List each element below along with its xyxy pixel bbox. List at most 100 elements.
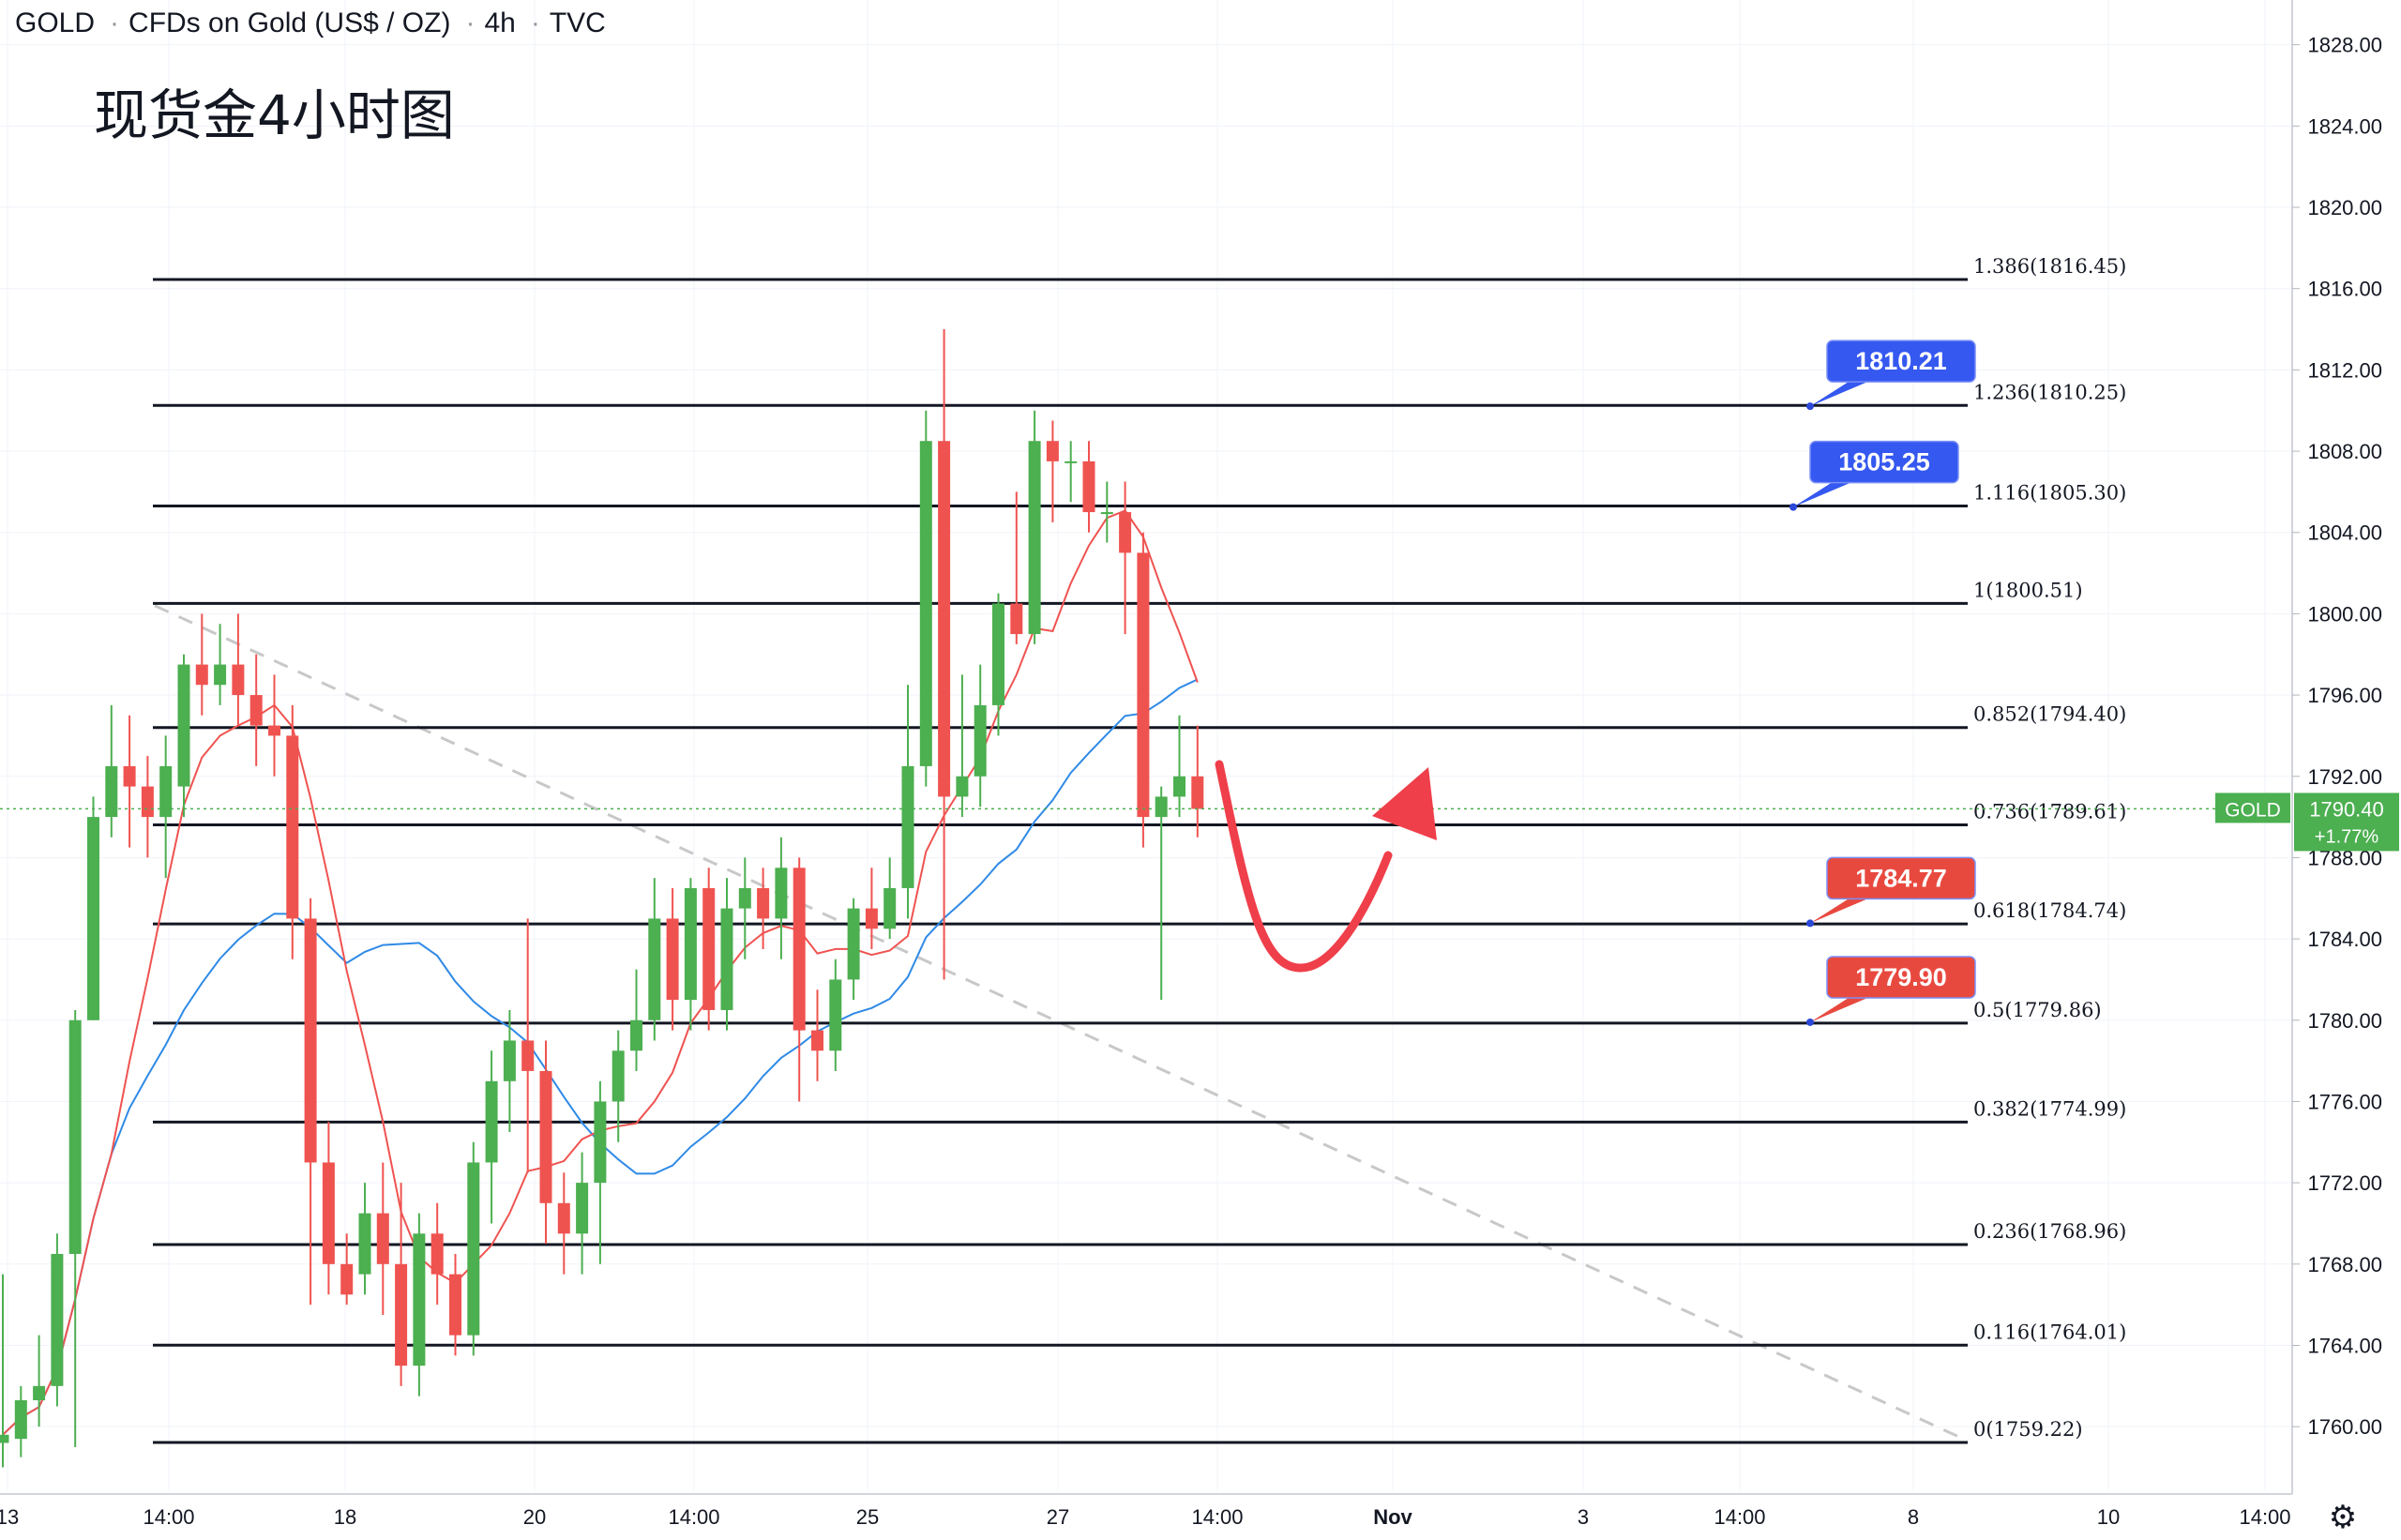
candle-body bbox=[865, 908, 878, 929]
candle bbox=[105, 704, 118, 838]
fib-retracement: 1.386(1816.45) 1.236(1810.25) 1.116(1805.3… bbox=[153, 255, 2126, 1444]
header-separator: · bbox=[465, 8, 476, 38]
callout-anchor bbox=[1789, 503, 1797, 511]
symbol-badge-label: GOLD bbox=[2225, 799, 2281, 821]
candle bbox=[612, 1030, 625, 1142]
candle-body bbox=[793, 868, 806, 1031]
candle bbox=[1137, 532, 1150, 848]
callout-anchor bbox=[1806, 1018, 1814, 1026]
candle bbox=[1046, 420, 1059, 522]
candle bbox=[919, 410, 932, 787]
moving-average-slow bbox=[2, 678, 1199, 1436]
candle-body bbox=[395, 1263, 408, 1366]
callout-pointer bbox=[1810, 995, 1872, 1022]
candle-body bbox=[666, 918, 679, 1001]
candle-body bbox=[340, 1263, 354, 1295]
candle-body bbox=[304, 918, 317, 1163]
candle bbox=[630, 969, 642, 1071]
price-tick-label: 1800.00 bbox=[2307, 602, 2382, 626]
candle bbox=[775, 837, 788, 959]
price-tick-label: 1812.00 bbox=[2307, 358, 2382, 382]
candle-body bbox=[992, 603, 1004, 705]
candle bbox=[594, 1080, 607, 1264]
candle-body bbox=[738, 887, 751, 909]
candle-body bbox=[901, 765, 914, 888]
time-axis: 13 14:00 18 20 14:00 25 27 14:00 Nov 3 14:00 8 10 14:… bbox=[0, 1493, 2292, 1529]
candle-body bbox=[159, 765, 173, 818]
candle-body bbox=[521, 1040, 535, 1071]
candle bbox=[449, 1253, 461, 1356]
price-tick-label: 1792.00 bbox=[2307, 765, 2382, 789]
grid-layer bbox=[0, 0, 2292, 1491]
candle bbox=[1028, 410, 1041, 644]
candle-body bbox=[775, 868, 788, 919]
candle bbox=[14, 1385, 27, 1457]
candle bbox=[467, 1141, 480, 1356]
time-tick-label: 3 bbox=[1578, 1505, 1589, 1529]
candle-body bbox=[702, 887, 716, 1010]
candle-body bbox=[576, 1183, 589, 1234]
candle-body bbox=[919, 441, 932, 766]
candle bbox=[413, 1213, 426, 1397]
candle-body bbox=[0, 1434, 9, 1443]
candle-body bbox=[33, 1385, 46, 1400]
callout-pointer bbox=[1793, 480, 1855, 507]
candle-body bbox=[1173, 776, 1185, 797]
price-tick-label: 1764.00 bbox=[2307, 1334, 2382, 1357]
candle bbox=[1119, 481, 1132, 635]
gear-icon[interactable]: ⚙ bbox=[2328, 1499, 2358, 1536]
candle bbox=[358, 1183, 371, 1295]
last-price-value: 1790.40 bbox=[2309, 797, 2384, 821]
candle bbox=[738, 857, 751, 959]
candle-body bbox=[123, 765, 136, 787]
candle-body bbox=[1028, 441, 1041, 635]
candle bbox=[1065, 441, 1078, 503]
symbol-name[interactable]: GOLD bbox=[15, 8, 96, 38]
candle bbox=[123, 715, 136, 848]
candle bbox=[992, 593, 1004, 736]
candle-body bbox=[286, 735, 299, 919]
candles-layer bbox=[0, 329, 1204, 1468]
candle-body bbox=[105, 765, 118, 818]
time-tick-label: 14:00 bbox=[1714, 1505, 1765, 1529]
price-tick-label: 1824.00 bbox=[2307, 114, 2382, 138]
callout-box bbox=[1809, 440, 1959, 484]
header-separator: · bbox=[530, 8, 540, 38]
candle-body bbox=[684, 887, 697, 1001]
candle-body bbox=[811, 1030, 823, 1051]
candle bbox=[829, 959, 842, 1071]
callout-price: 1805.25 bbox=[1838, 448, 1930, 476]
time-tick-label: 20 bbox=[523, 1505, 546, 1529]
annotation-title: 现货金4小时图 bbox=[94, 83, 455, 147]
candle-body bbox=[322, 1162, 335, 1264]
candle-body bbox=[539, 1070, 552, 1203]
fib-level-label: 1.236(1810.25) bbox=[1973, 381, 2126, 403]
candle bbox=[141, 756, 154, 858]
candle bbox=[1155, 786, 1168, 1001]
time-tick-label: 8 bbox=[1908, 1505, 1919, 1529]
candle bbox=[304, 898, 317, 1306]
candle-body bbox=[720, 908, 733, 1010]
candle bbox=[485, 1050, 498, 1224]
candle-body bbox=[249, 695, 263, 726]
price-callout: 1779.90 bbox=[1806, 956, 1976, 1026]
candle-body bbox=[51, 1253, 64, 1386]
candle-body bbox=[413, 1233, 426, 1366]
candle bbox=[430, 1202, 444, 1306]
candle-body bbox=[214, 664, 227, 686]
interval-label[interactable]: 4h bbox=[484, 8, 516, 38]
candle-body bbox=[847, 908, 860, 980]
candle bbox=[811, 989, 823, 1081]
price-callout: 1784.77 bbox=[1806, 856, 1976, 928]
price-axis-bg bbox=[2292, 0, 2401, 1540]
candle-body bbox=[1065, 460, 1078, 463]
candle bbox=[757, 868, 770, 949]
candle-body bbox=[974, 704, 987, 777]
callout-box bbox=[1826, 856, 1976, 900]
candle bbox=[576, 1152, 589, 1275]
fib-level-label: 0(1759.22) bbox=[1973, 1418, 2083, 1441]
time-tick-label: 27 bbox=[1047, 1505, 1069, 1529]
callout-box bbox=[1826, 956, 1976, 999]
